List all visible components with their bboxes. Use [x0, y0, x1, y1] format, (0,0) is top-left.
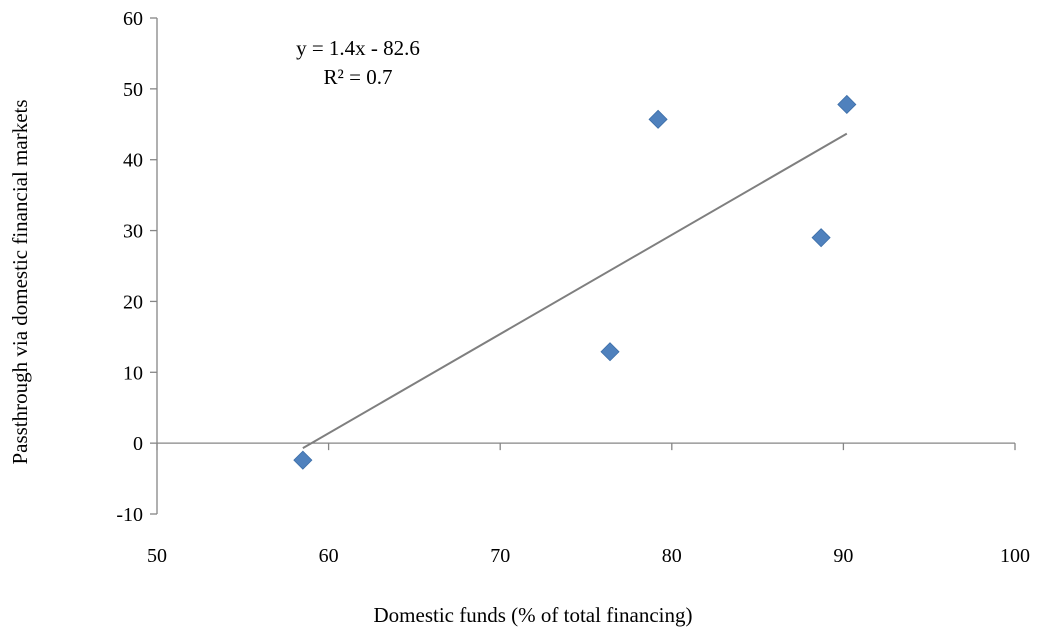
y-tick-label: -10 — [116, 504, 143, 526]
y-tick-label: 20 — [123, 291, 143, 313]
x-tick-label: 100 — [1000, 545, 1030, 567]
trendline-group — [302, 132, 848, 449]
data-point — [648, 109, 668, 129]
x-tick-label: 90 — [833, 545, 853, 567]
x-tick-label: 50 — [147, 545, 167, 567]
data-points — [293, 94, 857, 470]
x-tick-label: 70 — [490, 545, 510, 567]
data-point — [293, 450, 313, 470]
y-axis-title: Passthrough via domestic financial marke… — [8, 99, 32, 464]
r-squared-label: R² = 0.7 — [324, 65, 393, 89]
trendline-equation: y = 1.4x - 82.6 — [296, 36, 420, 60]
x-axis: 50 60 70 80 90 100 — [147, 442, 1030, 567]
y-tick-label: 40 — [123, 150, 143, 172]
y-axis: -10 0 10 20 30 40 50 60 — [116, 8, 158, 526]
x-tick-label: 60 — [319, 545, 339, 567]
y-tick-label: 30 — [123, 221, 143, 243]
y-tick-label: 60 — [123, 8, 143, 30]
y-tick-label: 50 — [123, 79, 143, 101]
data-point — [811, 228, 831, 248]
x-tick-label: 80 — [662, 545, 682, 567]
y-tick-label: 0 — [133, 433, 143, 455]
data-point — [837, 94, 857, 115]
y-tick-label: 10 — [123, 362, 143, 384]
data-point — [600, 342, 620, 362]
trendline — [302, 132, 848, 449]
x-axis-title: Domestic funds (% of total financing) — [374, 603, 693, 627]
